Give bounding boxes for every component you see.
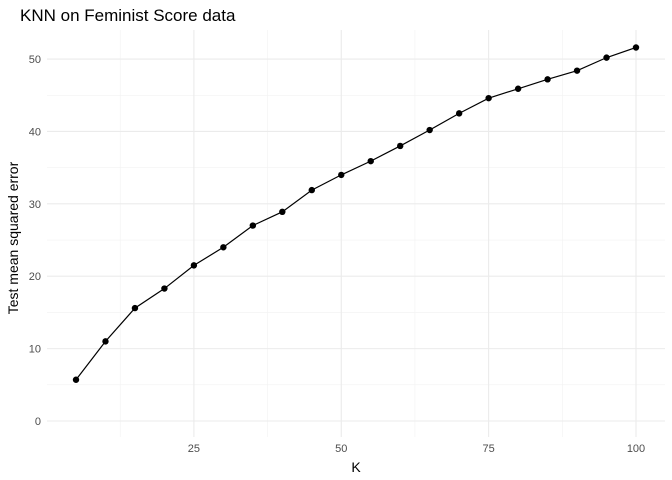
data-point [485, 94, 492, 102]
x-tick-label: 100 [627, 443, 645, 455]
data-point [338, 171, 345, 179]
plot-grid [47, 30, 665, 437]
y-tick-label: 0 [35, 416, 41, 428]
data-point [161, 285, 168, 292]
data-point [72, 376, 80, 383]
series-line [75, 46, 637, 381]
y-tick-label: 20 [29, 271, 41, 283]
data-point [190, 262, 198, 269]
series-group [72, 44, 640, 383]
data-point [397, 142, 404, 150]
data-point [249, 222, 257, 229]
y-axis-title: Test mean squared error [5, 161, 21, 314]
y-tick-label: 50 [29, 54, 41, 66]
y-tick-label: 40 [29, 126, 41, 138]
data-point [455, 110, 463, 117]
data-point [514, 85, 522, 92]
data-point [544, 76, 551, 83]
data-point [131, 304, 139, 312]
data-point [603, 54, 610, 61]
data-point [367, 157, 374, 165]
chart-title: KNN on Feminist Score data [20, 6, 236, 25]
data-point [279, 208, 286, 216]
x-tick-label: 25 [188, 443, 200, 455]
x-axis-ticks: 25 50 75 100 [188, 443, 645, 455]
data-point [102, 338, 109, 345]
data-point [220, 244, 227, 251]
x-tick-label: 50 [335, 443, 347, 455]
x-tick-label: 75 [483, 443, 495, 455]
x-axis-title: K [351, 459, 361, 475]
data-point [632, 44, 640, 51]
data-point [308, 186, 315, 194]
y-axis-ticks: 0 10 20 30 40 50 [29, 54, 41, 428]
data-point [573, 67, 581, 74]
y-tick-label: 10 [29, 344, 41, 356]
data-point [426, 126, 433, 134]
y-tick-label: 30 [29, 199, 41, 211]
